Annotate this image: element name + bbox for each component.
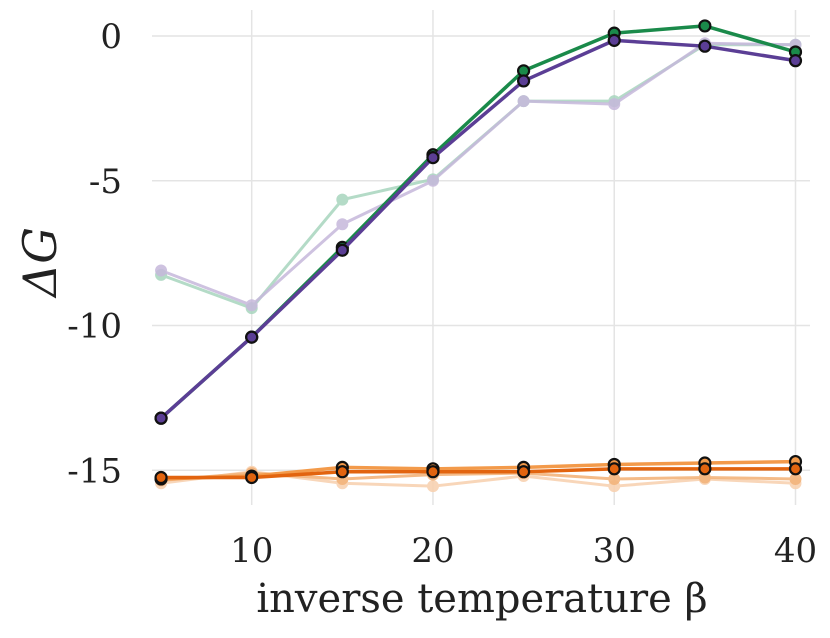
data-point: [516, 465, 531, 479]
x-axis-label: inverse temperature β: [256, 576, 707, 622]
data-point: [336, 218, 349, 231]
series-line-orange-mid: [161, 459, 796, 481]
x-tick-label: 20: [411, 531, 454, 571]
y-tick-label: -5: [89, 162, 122, 202]
y-axis-label: ΔG: [13, 227, 67, 299]
x-tick-label: 30: [593, 531, 636, 571]
series-purple: [154, 33, 803, 425]
y-tick-label: 0: [100, 17, 122, 57]
x-tick-label: 10: [230, 531, 273, 571]
data-point: [154, 470, 168, 485]
data-point: [516, 74, 531, 88]
series-line-green: [159, 24, 796, 420]
data-point: [245, 330, 259, 344]
data-point: [335, 243, 349, 257]
x-axis-ticks: 10 20 30 40: [230, 531, 817, 571]
data-point: [426, 465, 440, 479]
data-point: [517, 95, 530, 108]
data-point: [335, 465, 349, 479]
data-point: [607, 462, 621, 476]
data-point: [607, 33, 621, 47]
data-point: [245, 299, 258, 312]
data-point: [426, 151, 440, 165]
data-point: [336, 193, 349, 206]
data-point: [155, 264, 168, 277]
data-point: [788, 54, 803, 68]
y-tick-label: -10: [67, 307, 122, 347]
data-point: [245, 470, 259, 485]
y-axis-ticks: 0 -5 -10 -15: [67, 17, 122, 491]
data-point: [426, 480, 439, 493]
series-line-green-faded: [160, 43, 796, 310]
data-point: [426, 174, 439, 187]
series-line-orange-dark: [161, 467, 796, 480]
data-point: [608, 98, 621, 111]
series-orange-dark: [154, 462, 803, 485]
data-point: [698, 19, 712, 33]
grid-lines: [152, 10, 810, 505]
data-point: [788, 462, 803, 476]
data-point: [698, 462, 712, 476]
series-line-purple-faded: [160, 41, 796, 307]
y-tick-label: -15: [67, 451, 122, 491]
data-point: [698, 39, 712, 53]
data-point: [154, 411, 168, 425]
series-line-purple: [159, 38, 796, 420]
series-layer: [154, 19, 803, 493]
x-tick-label: 40: [774, 531, 817, 571]
